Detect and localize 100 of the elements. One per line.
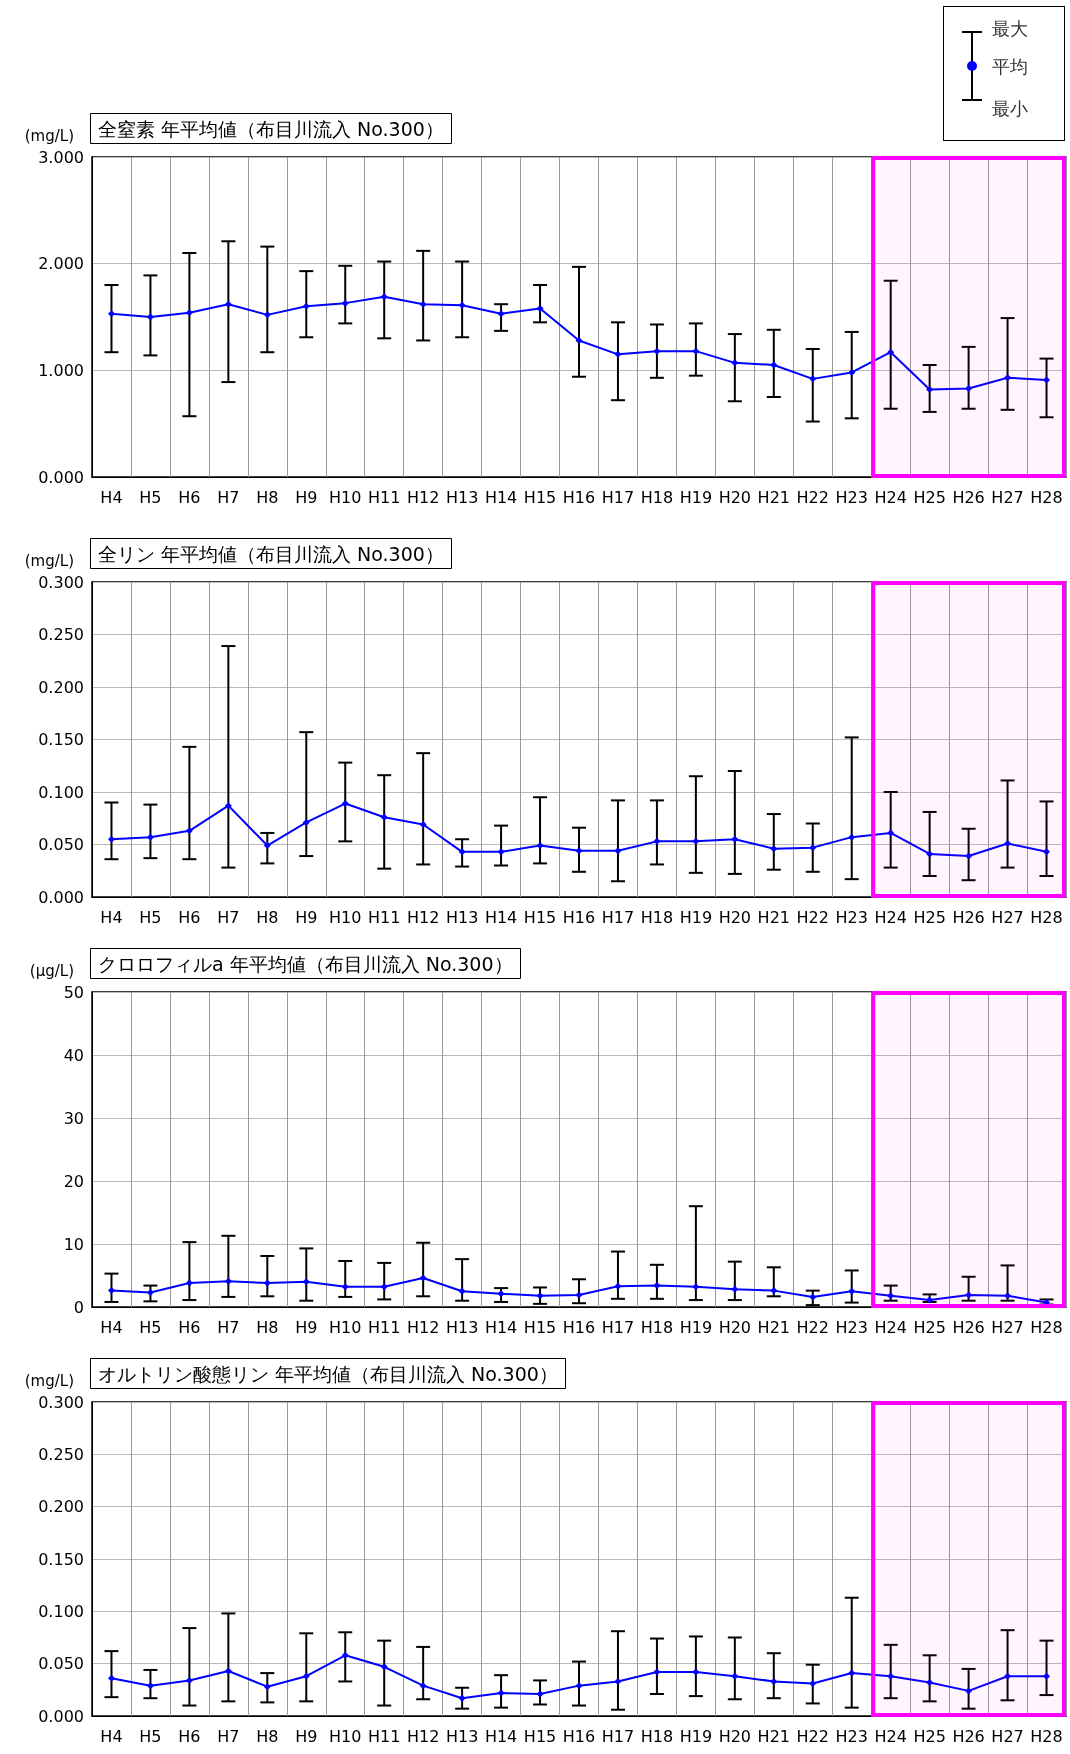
x-tick-label: H6 <box>178 487 201 507</box>
chart-title: オルトリン酸態リン 年平均値（布目川流入 No.300） <box>98 1362 558 1385</box>
y-tick-label: 0.100 <box>38 1601 84 1621</box>
point <box>965 1687 973 1695</box>
x-tick-label: H11 <box>368 1317 401 1337</box>
y-tick-label: 0.000 <box>38 467 84 487</box>
point <box>380 293 388 301</box>
x-tick-label: H27 <box>991 907 1024 927</box>
y-tick-label: 0.100 <box>38 782 84 802</box>
point <box>146 833 154 841</box>
point <box>1043 1672 1051 1680</box>
x-tick-label: H23 <box>835 1726 868 1746</box>
x-tick-label: H12 <box>406 1726 440 1746</box>
x-tick-label: H20 <box>718 487 752 507</box>
point <box>926 1679 934 1687</box>
chart-title: クロロフィルa 年平均値（布目川流入 No.300） <box>98 952 513 975</box>
x-tick-label: H17 <box>601 907 635 927</box>
y-tick-label: 0.300 <box>38 1392 84 1412</box>
x-tick-label: H11 <box>368 907 401 927</box>
x-tick-label: H10 <box>329 1726 362 1746</box>
x-tick-label: H8 <box>256 907 279 927</box>
point <box>341 1651 349 1659</box>
x-tick-label: H14 <box>484 1726 518 1746</box>
y-tick-label: 0.300 <box>38 572 84 592</box>
y-tick-label: 0.050 <box>38 1654 84 1674</box>
point <box>770 1677 778 1685</box>
point <box>848 833 856 841</box>
x-tick-label: H4 <box>100 487 123 507</box>
x-tick-label: H6 <box>178 907 201 927</box>
x-tick-label: H15 <box>523 1726 557 1746</box>
y-tick-label: 0.050 <box>38 835 84 854</box>
point <box>536 1292 544 1300</box>
x-tick-label: H19 <box>679 907 713 927</box>
point <box>965 852 973 860</box>
point <box>341 299 349 307</box>
y-axis-title: (mg/L) <box>24 126 74 145</box>
x-tick-label: H16 <box>562 1317 596 1337</box>
x-tick-label: H4 <box>100 907 123 927</box>
x-tick-label: H24 <box>874 487 907 507</box>
x-tick-label: H27 <box>991 1726 1024 1746</box>
y-tick-label: 1.000 <box>38 360 84 380</box>
x-tick-label: H10 <box>329 1317 362 1337</box>
x-tick-label: H11 <box>368 1726 401 1746</box>
y-tick-label: 0.150 <box>38 1549 84 1569</box>
point <box>185 827 193 835</box>
x-tick-label: H19 <box>679 1317 713 1337</box>
point <box>848 1287 856 1295</box>
x-tick-label: H17 <box>601 1726 635 1746</box>
point <box>614 350 622 358</box>
point <box>302 1278 310 1286</box>
x-tick-label: H17 <box>601 487 635 507</box>
x-tick-label: H9 <box>295 907 318 927</box>
x-tick-label: H15 <box>523 907 557 927</box>
x-tick-label: H6 <box>178 1726 201 1746</box>
x-tick-label: H25 <box>913 907 946 927</box>
x-tick-label: H28 <box>1030 1726 1063 1746</box>
x-tick-label: H13 <box>445 1726 479 1746</box>
x-tick-label: H10 <box>329 487 362 507</box>
y-tick-label: 50 <box>63 982 84 1002</box>
x-tick-label: H12 <box>406 1317 440 1337</box>
x-tick-label: H26 <box>952 907 985 927</box>
point <box>1004 374 1012 382</box>
chart-title: 全リン 年平均値（布目川流入 No.300） <box>98 542 444 565</box>
point <box>263 1279 271 1287</box>
x-tick-label: H28 <box>1030 1317 1063 1337</box>
x-tick-label: H8 <box>256 1317 279 1337</box>
x-tick-label: H18 <box>640 1317 674 1337</box>
point <box>419 821 427 829</box>
point <box>497 310 505 318</box>
point <box>692 1283 700 1291</box>
x-tick-label: H20 <box>718 907 752 927</box>
x-tick-label: H7 <box>217 487 240 507</box>
x-tick-label: H5 <box>139 1317 162 1337</box>
x-tick-label: H25 <box>913 487 946 507</box>
y-tick-label: 20 <box>63 1171 84 1191</box>
point <box>1043 376 1051 384</box>
x-tick-label: H21 <box>757 1726 790 1746</box>
point <box>614 1677 622 1685</box>
point <box>731 835 739 843</box>
x-tick-label: H8 <box>256 487 279 507</box>
point <box>497 1290 505 1298</box>
x-tick-label: H16 <box>562 1726 596 1746</box>
x-tick-label: H22 <box>796 487 829 507</box>
x-tick-label: H10 <box>329 907 362 927</box>
x-tick-label: H4 <box>100 1317 123 1337</box>
point <box>107 1674 115 1682</box>
point <box>224 300 232 308</box>
y-tick-label: 0.200 <box>38 1497 84 1517</box>
x-tick-label: H18 <box>640 487 674 507</box>
x-tick-label: H28 <box>1030 907 1063 927</box>
x-tick-label: H18 <box>640 1726 674 1746</box>
y-tick-label: 0.250 <box>38 625 84 644</box>
point <box>770 1287 778 1295</box>
point <box>536 304 544 312</box>
point <box>809 375 817 383</box>
point <box>341 1283 349 1291</box>
y-tick-label: 40 <box>63 1045 84 1065</box>
point <box>887 348 895 356</box>
x-tick-label: H16 <box>562 907 596 927</box>
x-tick-label: H23 <box>835 487 868 507</box>
